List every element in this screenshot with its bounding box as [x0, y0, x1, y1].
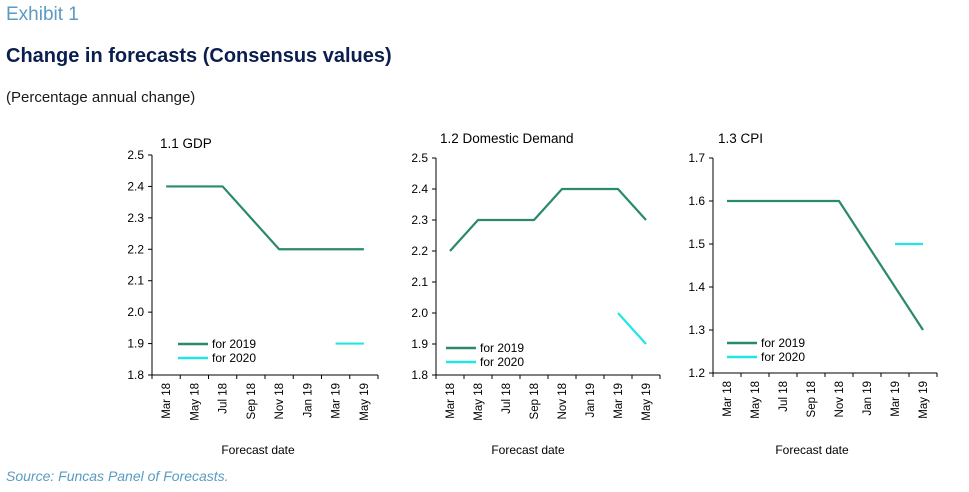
x-axis-title: Forecast date: [775, 443, 849, 457]
y-tick-label: 1.9: [411, 337, 428, 351]
y-tick-label: 2.0: [411, 306, 428, 320]
x-tick-label: Jan 19: [302, 383, 314, 418]
legend-label: for 2019: [761, 336, 805, 350]
x-tick-label: Sep 18: [246, 383, 258, 419]
x-tick-label: Nov 18: [834, 381, 846, 417]
source-note: Source: Funcas Panel of Forecasts.: [6, 468, 229, 484]
x-tick-label: Sep 18: [806, 381, 818, 417]
x-tick-label: Mar 19: [613, 383, 625, 419]
y-tick-label: 2.3: [127, 211, 144, 225]
x-axis-title: Forecast date: [491, 443, 565, 457]
y-tick-label: 2.4: [411, 182, 428, 196]
x-tick-label: May 18: [189, 383, 201, 421]
panel-title: 1.1 GDP: [160, 136, 212, 151]
legend-label: for 2020: [761, 350, 805, 364]
y-tick-label: 1.5: [688, 237, 705, 251]
x-tick-label: Nov 18: [557, 383, 569, 419]
x-tick-label: May 19: [918, 381, 930, 419]
series-line-2019: [727, 199, 924, 331]
x-tick-label: May 19: [641, 383, 653, 421]
x-tick-label: Sep 18: [529, 383, 541, 419]
x-tick-label: Mar 18: [722, 381, 734, 417]
panel-title: 1.3 CPI: [718, 131, 763, 146]
legend-label: for 2020: [480, 355, 524, 369]
y-tick-label: 1.2: [688, 366, 705, 380]
series-line-2019: [449, 187, 647, 252]
y-tick-label: 1.3: [688, 323, 705, 337]
x-tick-label: Mar 19: [331, 383, 343, 419]
exhibit-label: Exhibit 1: [6, 4, 79, 25]
page-title: Change in forecasts (Consensus values): [6, 45, 392, 67]
legend-label: for 2019: [212, 337, 256, 351]
x-tick-label: May 18: [473, 383, 485, 421]
x-tick-label: Jul 18: [501, 383, 513, 414]
y-tick-label: 2.0: [127, 305, 144, 319]
y-tick-label: 1.8: [127, 368, 144, 382]
legend-label: for 2020: [212, 351, 256, 365]
y-tick-label: 2.4: [127, 179, 144, 193]
panel-title: 1.2 Domestic Demand: [440, 131, 574, 146]
y-tick-label: 2.2: [411, 244, 428, 258]
legend-label: for 2019: [480, 341, 524, 355]
y-tick-label: 2.2: [127, 242, 144, 256]
x-tick-label: Jan 19: [862, 381, 874, 416]
x-tick-label: Mar 18: [161, 383, 173, 419]
y-tick-label: 2.3: [411, 213, 428, 227]
page-subtitle: (Percentage annual change): [6, 89, 196, 106]
y-tick-label: 2.5: [127, 148, 144, 162]
y-tick-label: 1.6: [688, 194, 705, 208]
y-tick-label: 1.7: [688, 151, 705, 165]
y-tick-label: 1.8: [411, 368, 428, 382]
x-tick-label: Mar 18: [445, 383, 457, 419]
y-tick-label: 2.1: [411, 275, 428, 289]
x-tick-label: May 18: [750, 381, 762, 419]
x-tick-label: Jan 19: [585, 383, 597, 418]
x-tick-label: May 19: [359, 383, 371, 421]
x-tick-label: Mar 19: [890, 381, 902, 417]
y-tick-label: 1.4: [688, 280, 705, 294]
x-axis-title: Forecast date: [221, 443, 295, 457]
y-tick-label: 2.5: [411, 151, 428, 165]
y-tick-label: 1.9: [127, 337, 144, 351]
y-tick-label: 2.1: [127, 274, 144, 288]
series-line-2019: [166, 185, 364, 251]
x-tick-label: Jul 18: [218, 383, 230, 414]
x-tick-label: Nov 18: [274, 383, 286, 419]
x-tick-label: Jul 18: [778, 381, 790, 412]
series-line-2020: [617, 312, 647, 345]
